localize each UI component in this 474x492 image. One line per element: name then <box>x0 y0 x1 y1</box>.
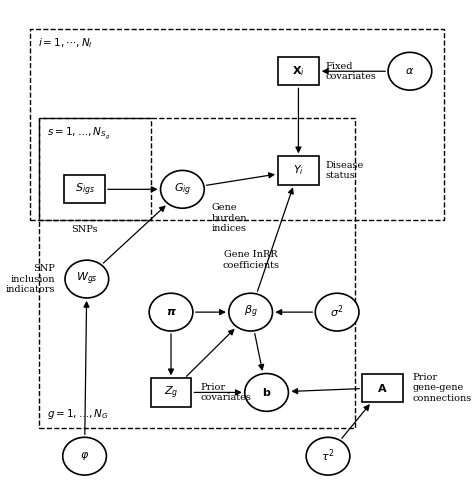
Bar <box>278 156 319 184</box>
Ellipse shape <box>161 170 204 208</box>
Text: $\beta_g$: $\beta_g$ <box>244 304 257 320</box>
Ellipse shape <box>315 293 359 331</box>
Ellipse shape <box>229 293 273 331</box>
Text: $g = 1, \ldots, N_G$: $g = 1, \ldots, N_G$ <box>47 407 109 421</box>
Text: $S_{igs}$: $S_{igs}$ <box>74 181 95 197</box>
Ellipse shape <box>63 437 106 475</box>
Text: Fixed
covariates: Fixed covariates <box>326 62 377 81</box>
Bar <box>64 175 105 204</box>
Text: $Z_g$: $Z_g$ <box>164 384 178 400</box>
Bar <box>362 373 403 402</box>
Text: $Y_i$: $Y_i$ <box>293 163 304 177</box>
Bar <box>30 29 444 220</box>
Bar <box>39 119 356 428</box>
Bar <box>39 119 151 220</box>
Text: $W_{gs}$: $W_{gs}$ <box>76 271 98 287</box>
Text: $\mathbf{X}_i$: $\mathbf{X}_i$ <box>292 64 305 78</box>
Text: $\mathbf{b}$: $\mathbf{b}$ <box>262 386 271 399</box>
Text: $\tau^2$: $\tau^2$ <box>321 448 335 464</box>
Text: Disease
status: Disease status <box>326 161 364 180</box>
Text: $i = 1, \cdots, N_I$: $i = 1, \cdots, N_I$ <box>38 36 93 50</box>
Ellipse shape <box>245 373 288 411</box>
Ellipse shape <box>65 260 109 298</box>
Text: Prior
gene-gene
connections: Prior gene-gene connections <box>412 373 472 402</box>
Text: SNP
inclusion
indicators: SNP inclusion indicators <box>6 264 55 294</box>
Text: $\alpha$: $\alpha$ <box>405 66 414 76</box>
Text: $\mathbf{A}$: $\mathbf{A}$ <box>377 382 388 394</box>
Text: Prior
covariates: Prior covariates <box>201 383 252 402</box>
Text: Gene InRR
coefficients: Gene InRR coefficients <box>222 250 279 270</box>
Text: $G_{ig}$: $G_{ig}$ <box>173 181 191 197</box>
Text: $s = 1, \ldots, N_{S_g}$: $s = 1, \ldots, N_{S_g}$ <box>47 125 110 142</box>
Bar <box>151 378 191 406</box>
Text: $\boldsymbol{\pi}$: $\boldsymbol{\pi}$ <box>165 307 176 317</box>
Bar <box>278 57 319 86</box>
Text: Gene
burden
indices: Gene burden indices <box>212 204 247 233</box>
Ellipse shape <box>388 52 432 90</box>
Text: $\sigma^2$: $\sigma^2$ <box>330 304 344 320</box>
Ellipse shape <box>306 437 350 475</box>
Text: $\varphi$: $\varphi$ <box>80 450 89 462</box>
Ellipse shape <box>149 293 193 331</box>
Text: SNPs: SNPs <box>71 225 98 234</box>
